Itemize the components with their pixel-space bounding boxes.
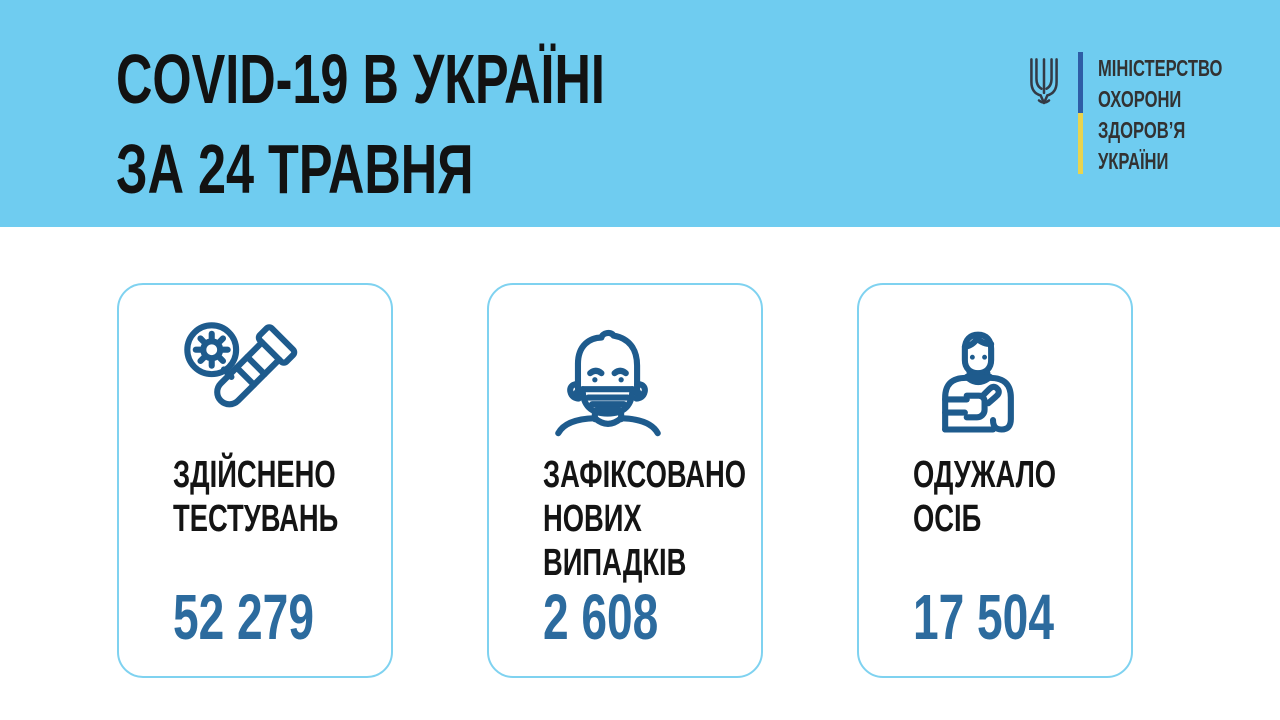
- flag-bar-blue: [1078, 52, 1083, 113]
- moh-logo-line: МІНІСТЕРСТВО: [1098, 55, 1223, 81]
- page-title: COVID-19 В УКРАЇНІ ЗА 24 ТРАВНЯ: [116, 34, 795, 214]
- moh-logo-text: МІНІСТЕРСТВО ОХОРОНИ ЗДОРОВ’Я УКРАЇНИ: [1098, 52, 1271, 177]
- stat-value-new-cases: 2 608: [543, 581, 659, 653]
- header-band: COVID-19 В УКРАЇНІ ЗА 24 ТРАВНЯ: [0, 0, 1280, 227]
- stat-card-tests: ЗДІЙСНЕНО ТЕСТУВАНЬ 52 279: [117, 283, 393, 678]
- stat-label-tests: ЗДІЙСНЕНО ТЕСТУВАНЬ: [173, 453, 391, 541]
- ukraine-trident-icon: [1030, 58, 1058, 105]
- label-line: ОСІБ: [913, 498, 982, 540]
- label-line: ЗАФІКСОВАНО: [543, 454, 747, 496]
- test-tube-virus-icon: [177, 315, 299, 437]
- label-line: ОДУЖАЛО: [913, 454, 1057, 496]
- label-line: НОВИХ: [543, 498, 642, 540]
- stat-label-recovered: ОДУЖАЛО ОСІБ: [913, 453, 1131, 541]
- flag-bar: [1078, 52, 1083, 174]
- label-line: ТЕСТУВАНЬ: [173, 498, 339, 540]
- title-line-2: ЗА 24 ТРАВНЯ: [116, 130, 474, 208]
- person-thumbs-up-icon: [917, 315, 1039, 437]
- stat-cards: ЗДІЙСНЕНО ТЕСТУВАНЬ 52 279: [117, 283, 1133, 678]
- moh-logo-line: УКРАЇНИ: [1098, 148, 1169, 174]
- stat-card-new-cases: ЗАФІКСОВАНО НОВИХ ВИПАДКІВ 2 608: [487, 283, 763, 678]
- title-line-1: COVID-19 В УКРАЇНІ: [116, 40, 605, 118]
- stat-value-tests: 52 279: [173, 581, 314, 653]
- flag-bar-yellow: [1078, 113, 1083, 174]
- stat-card-recovered: ОДУЖАЛО ОСІБ 17 504: [857, 283, 1133, 678]
- moh-logo: МІНІСТЕРСТВО ОХОРОНИ ЗДОРОВ’Я УКРАЇНИ: [1024, 52, 1271, 177]
- stat-value-recovered: 17 504: [913, 581, 1054, 653]
- person-mask-icon: [547, 315, 669, 437]
- moh-logo-line: ЗДОРОВ’Я: [1098, 117, 1186, 143]
- stat-label-new-cases: ЗАФІКСОВАНО НОВИХ ВИПАДКІВ: [543, 453, 761, 585]
- label-line: ВИПАДКІВ: [543, 542, 687, 584]
- label-line: ЗДІЙСНЕНО: [173, 454, 336, 496]
- moh-logo-line: ОХОРОНИ: [1098, 86, 1182, 112]
